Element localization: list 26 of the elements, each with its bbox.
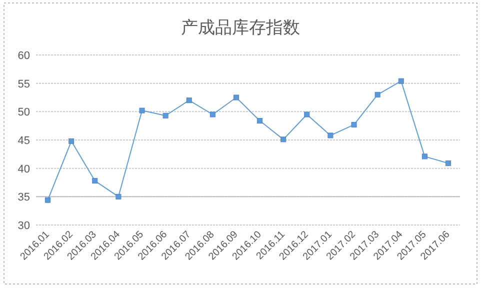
point [92, 178, 98, 184]
point [422, 154, 428, 160]
point [139, 108, 145, 114]
point [233, 94, 239, 100]
point [68, 138, 74, 144]
point [45, 197, 51, 203]
y-tick-label: 55 [18, 78, 30, 90]
point [162, 112, 168, 118]
point [116, 194, 122, 200]
point [304, 112, 310, 118]
chart-title: 产成品库存指数 [181, 18, 300, 37]
y-tick-label: 40 [18, 163, 30, 176]
point [445, 160, 451, 166]
point [186, 98, 192, 104]
point [328, 132, 334, 138]
point [210, 112, 216, 118]
y-tick-label: 60 [18, 50, 30, 62]
point [351, 122, 357, 128]
point [374, 92, 380, 98]
point [398, 78, 404, 84]
y-tick-label: 45 [18, 135, 30, 147]
point [257, 118, 263, 124]
y-tick-label: 30 [18, 220, 30, 232]
y-tick-label: 35 [18, 192, 30, 204]
point [280, 136, 286, 142]
y-tick-label: 50 [18, 106, 30, 119]
